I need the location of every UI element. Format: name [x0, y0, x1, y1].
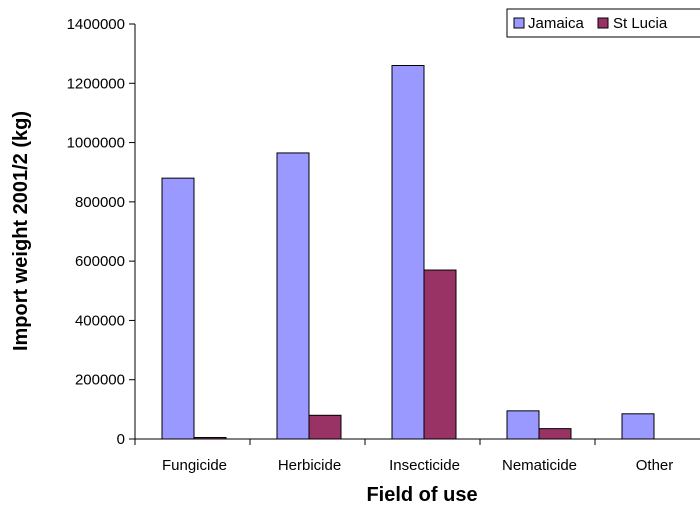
axes-group: [134, 24, 700, 440]
x-tick-label: Fungicide: [162, 457, 227, 474]
bar-jamaica-nematicide: [506, 410, 540, 440]
x-tick-label: Insecticide: [389, 457, 460, 474]
y-tick-label: 1000000: [67, 135, 125, 152]
y-tick-label: 1200000: [67, 75, 125, 92]
y-tick-label: 800000: [75, 194, 125, 211]
y-tick-label: 0: [117, 431, 125, 448]
x-ticks-group: Fungicide Herbicide Insecticide Nematicide O…: [134, 439, 674, 474]
x-tick-label: Herbicide: [278, 457, 341, 474]
bar-st-lucia-nematicide: [538, 428, 572, 440]
y-tick-label: 1400000: [67, 16, 125, 33]
bars-group: [161, 65, 655, 440]
y-tick-label: 600000: [75, 253, 125, 270]
y-tick-label: 400000: [75, 312, 125, 329]
bar-st-lucia-insecticide: [423, 269, 457, 440]
legend: Jamaica St Lucia: [506, 8, 700, 38]
bar-jamaica-fungicide: [161, 177, 195, 440]
bar-jamaica-insecticide: [391, 65, 425, 440]
bar-st-lucia-herbicide: [308, 414, 342, 440]
x-tick-label: Nematicide: [502, 457, 577, 474]
legend-swatch-jamaica: [513, 17, 525, 29]
y-ticks-group: 0 200000 400000 600000 800000 1000000 1200000 1…: [67, 16, 135, 448]
legend-label-jamaica: Jamaica: [528, 15, 585, 32]
legend-label-st-lucia: St Lucia: [613, 15, 668, 32]
bar-jamaica-other: [621, 413, 655, 440]
bar-jamaica-herbicide: [276, 152, 310, 440]
y-tick-label: 200000: [75, 372, 125, 389]
legend-swatch-st-lucia: [597, 17, 609, 29]
y-axis-title: Import weight 2001/2 (kg): [10, 111, 32, 351]
x-tick-label: Other: [636, 457, 674, 474]
x-axis-title: Field of use: [366, 484, 477, 506]
